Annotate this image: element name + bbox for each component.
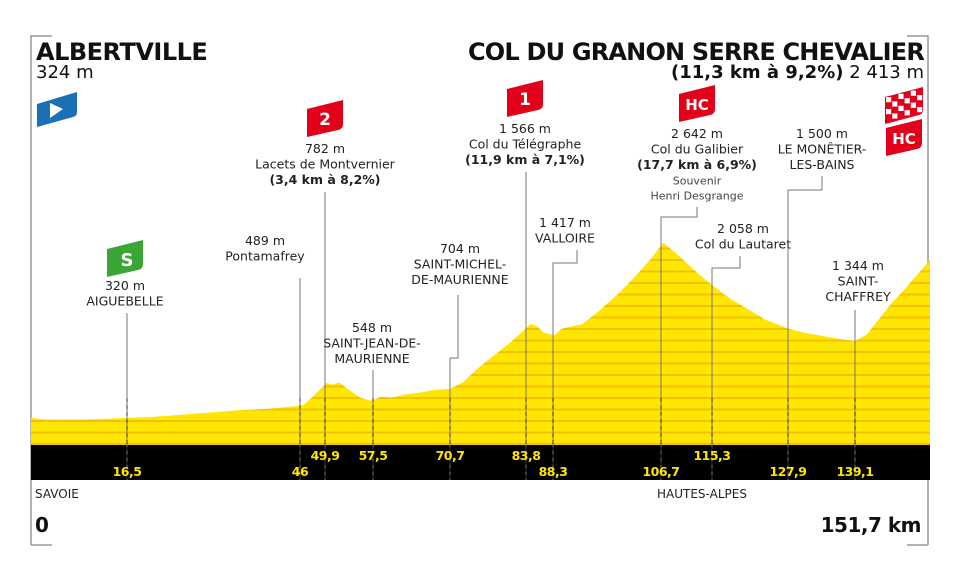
waypoint-altitude: 1 344 m (832, 258, 884, 273)
waypoint-name: DE-MAURIENNE (411, 272, 508, 287)
checker-square (904, 98, 910, 104)
kom-badge-icon-label: 2 (319, 110, 331, 130)
checker-square (892, 101, 898, 107)
waypoint-altitude: 320 m (105, 278, 145, 293)
profile-area (31, 242, 930, 445)
km-label: 106,7 (642, 464, 679, 479)
waypoint-name: Col du Télégraphe (469, 137, 582, 152)
waypoint-altitude: 548 m (352, 320, 392, 335)
km-label: 16,5 (113, 464, 142, 479)
kom-badge-icon: 1 (507, 80, 543, 117)
checker-square (910, 102, 916, 108)
waypoint-note: Henri Desgrange (650, 190, 743, 203)
region-label: HAUTES-ALPES (657, 487, 747, 501)
km-label: 127,9 (769, 464, 806, 479)
waypoint-altitude: 489 m (245, 233, 285, 248)
waypoint-altitude: 1 500 m (796, 126, 848, 141)
kom-badge-icon-shape (679, 85, 715, 122)
kom-badge-icon: HC (679, 85, 715, 122)
waypoint-name: SAINT-JEAN-DE- (323, 336, 420, 351)
finish-hc-badge-label: HC (892, 130, 916, 148)
finish-hc-badge-shape (886, 119, 922, 156)
finish-flag-icon (885, 87, 923, 124)
km-label: 115,3 (693, 448, 730, 463)
km-label: 139,1 (836, 464, 873, 479)
region-label: SAVOIE (35, 487, 79, 501)
waypoint-climb: (17,7 km à 6,9%) (637, 157, 757, 172)
waypoint-altitude: 1 417 m (539, 215, 591, 230)
checker-square (910, 90, 916, 96)
waypoint-altitude: 782 m (305, 141, 345, 156)
waypoint-altitude: 704 m (440, 241, 480, 256)
kom-badge-icon-shape (307, 100, 343, 137)
km-label: 49,9 (311, 448, 340, 463)
waypoint-name: MAURIENNE (334, 351, 409, 366)
finish-climb: (11,3 km à 9,2%) (671, 62, 844, 83)
kom-badge-icon-label: HC (685, 96, 709, 114)
waypoint-name: Col du Galibier (651, 142, 744, 157)
waypoint-name: AIGUEBELLE (86, 294, 163, 309)
sprint-badge-icon: S (107, 240, 143, 277)
elevation-profile (31, 242, 930, 445)
waypoint-climb: (11,9 km à 7,1%) (465, 152, 585, 167)
kom-badge-icon: 2 (307, 100, 343, 137)
x-end-label: 151,7 km (821, 513, 921, 537)
waypoint-climb: (3,4 km à 8,2%) (269, 172, 380, 187)
start-altitude: 324 m (36, 62, 94, 83)
play-icon (50, 103, 63, 118)
waypoint-name: LES-BAINS (790, 157, 855, 172)
waypoint-name: Pontamafrey (225, 249, 305, 264)
waypoint-altitude: 2 058 m (717, 221, 769, 236)
waypoint-name: SAINT- (838, 274, 879, 289)
start-name: ALBERTVILLE (36, 38, 208, 66)
waypoint-leader-line (660, 207, 698, 480)
km-label: 83,8 (512, 448, 541, 463)
km-label: 70,7 (436, 448, 465, 463)
finish-name: COL DU GRANON SERRE CHEVALIER (467, 38, 925, 66)
waypoint-altitude: 1 566 m (499, 121, 551, 136)
checker-square (892, 113, 898, 119)
sprint-badge-label: S (121, 250, 134, 271)
waypoint-name: Lacets de Montvernier (255, 157, 396, 172)
waypoint-name: VALLOIRE (535, 231, 595, 246)
x-start-label: 0 (35, 513, 49, 537)
km-label: 57,5 (359, 448, 388, 463)
sprint-badge-shape (107, 240, 143, 277)
checker-square (917, 107, 923, 113)
waypoint-name: LE MONÊTIER- (778, 142, 867, 157)
waypoint-leader-line (787, 176, 823, 480)
checker-square (898, 105, 904, 111)
waypoint-name: Col du Lautaret (695, 237, 791, 252)
finish-altitude: 2 413 m (849, 62, 924, 83)
waypoint-leader-line (552, 250, 578, 480)
km-label: 88,3 (539, 464, 568, 479)
checker-square (917, 95, 923, 101)
waypoint-name: SAINT-MICHEL- (414, 257, 507, 272)
checker-square (898, 93, 904, 99)
waypoint-note: Souvenir (673, 175, 722, 188)
finish-details: (11,3 km à 9,2%) 2 413 m (671, 64, 924, 82)
checkered-flag-shape (885, 87, 923, 124)
frame-left (30, 35, 52, 545)
checker-square (886, 109, 892, 115)
finish-hc-badge: HC (886, 119, 922, 156)
checker-square (886, 97, 892, 103)
km-label: 46 (292, 464, 309, 479)
waypoint-leader-line (711, 256, 741, 480)
checker-square (904, 110, 910, 116)
kom-badge-icon-label: 1 (519, 90, 531, 110)
waypoint-name: CHAFFREY (825, 289, 891, 304)
km-band (31, 445, 930, 480)
start-flag-icon (37, 92, 77, 127)
waypoint-altitude: 2 642 m (671, 126, 723, 141)
kom-badge-icon-shape (507, 80, 543, 117)
